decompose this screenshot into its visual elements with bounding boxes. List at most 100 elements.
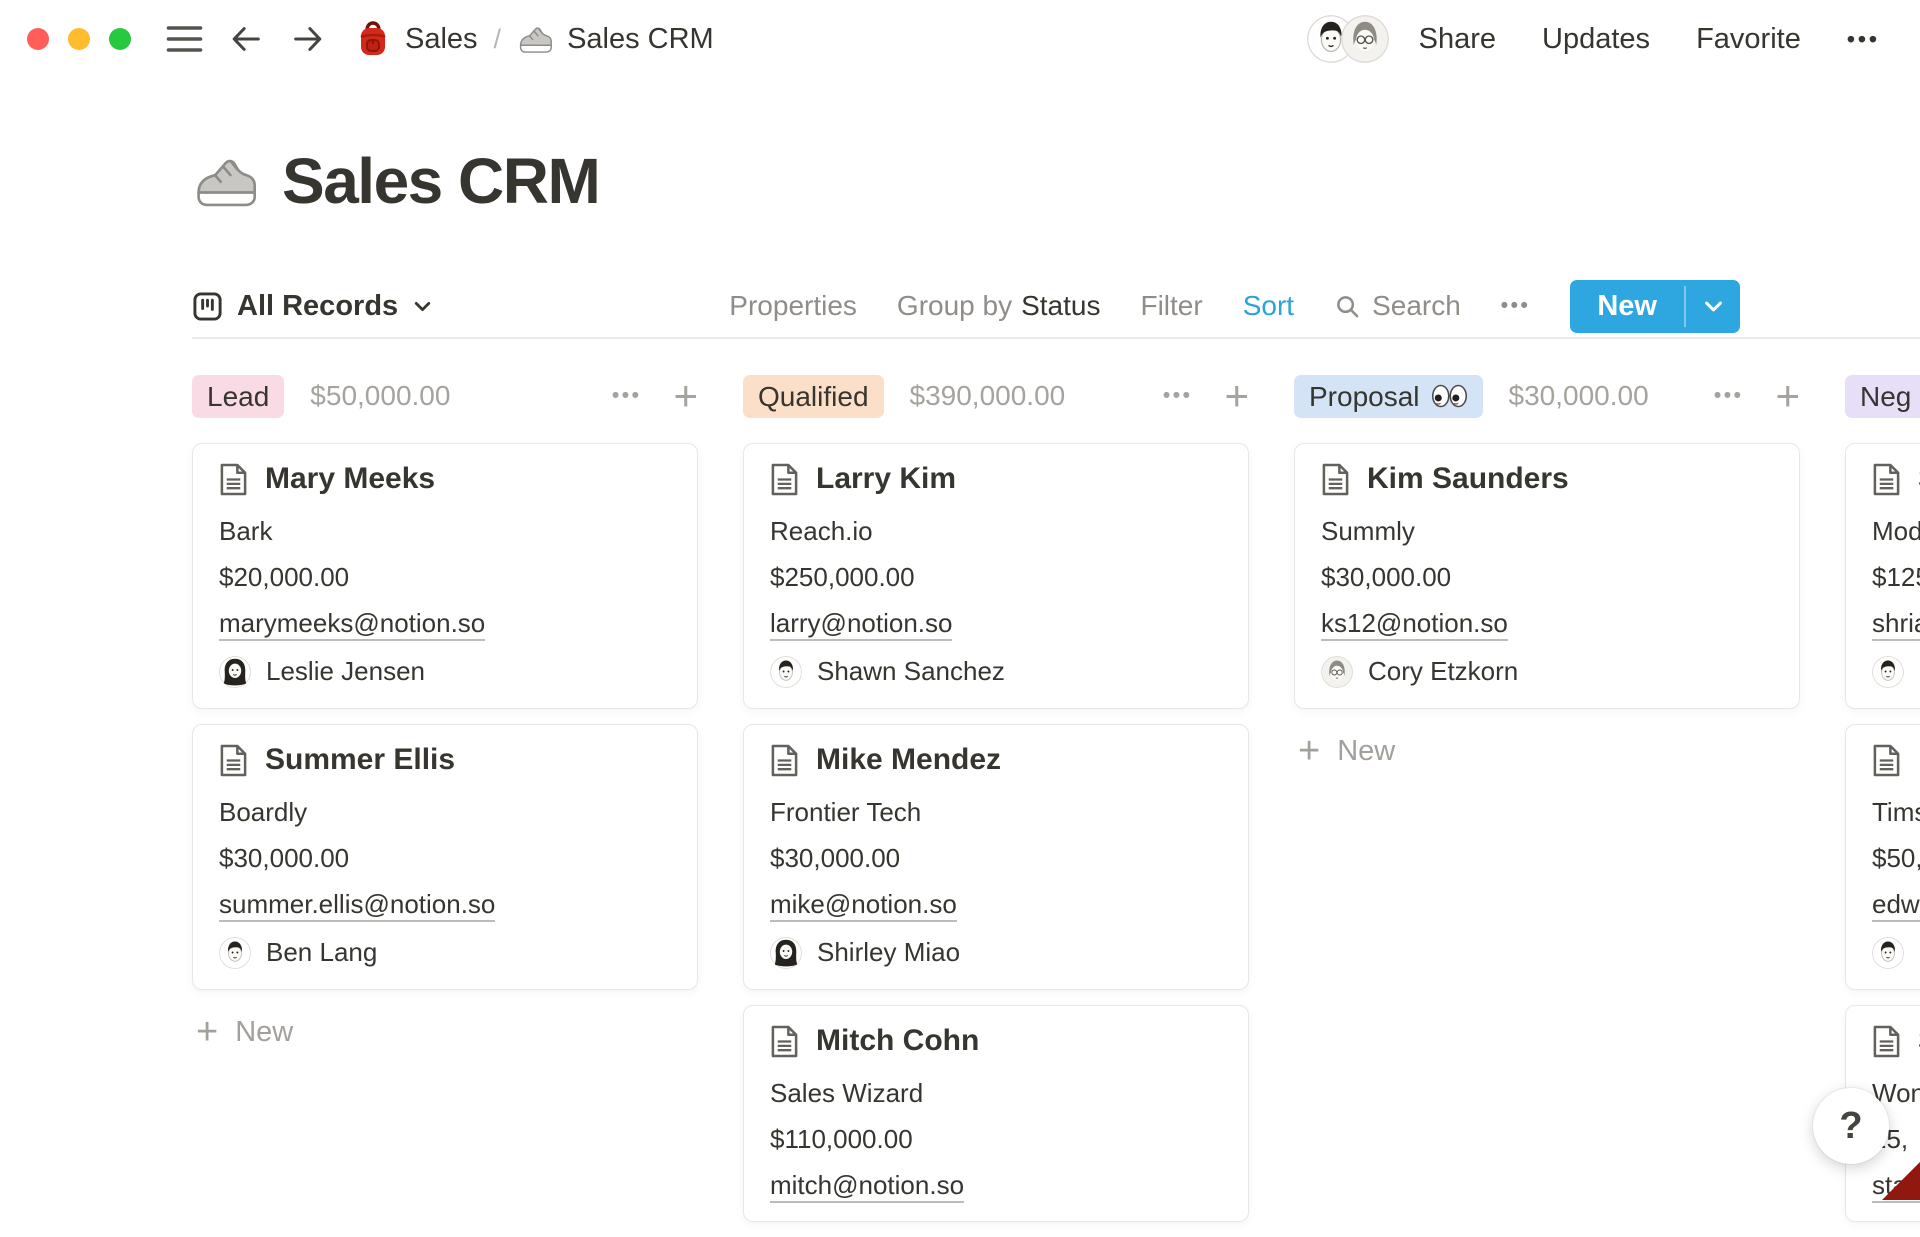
window-titlebar: Sales / Sales CRM Share Updates Favorite… (0, 0, 1920, 78)
card-email-link[interactable]: edwi (1872, 889, 1920, 922)
breadcrumb: Sales / Sales CRM (355, 21, 714, 57)
toolbar-divider (192, 337, 1920, 339)
breadcrumb-page[interactable]: Sales CRM (517, 21, 714, 57)
person-avatar (219, 937, 251, 969)
close-window-button[interactable] (27, 28, 49, 50)
group-by-button[interactable]: Group by Status (897, 290, 1101, 322)
column-add-button[interactable]: + (673, 372, 698, 420)
add-card-button[interactable]: + New (192, 1012, 698, 1052)
column-more-button[interactable]: ••• (611, 384, 642, 407)
page-title[interactable]: Sales CRM (282, 145, 601, 217)
toolbar-more-button[interactable]: ••• (1500, 294, 1531, 317)
card-amount: $250,000.00 (770, 562, 915, 592)
sort-button[interactable]: Sort (1242, 290, 1295, 321)
search-button[interactable]: Search (1334, 290, 1461, 322)
card[interactable]: Larry Kim Reach.io $250,000.00 larry@not… (743, 443, 1249, 709)
card-person: Shirley Miao (770, 936, 1222, 969)
person-name: Leslie Jensen (266, 656, 425, 686)
document-icon (1872, 463, 1901, 496)
card-email-link[interactable]: summer.ellis@notion.so (219, 889, 496, 922)
person-avatar (770, 937, 802, 969)
zoom-window-button[interactable] (109, 28, 131, 50)
column-header-actions: ••• + (611, 372, 698, 420)
red-corner-artifact (1882, 1162, 1920, 1200)
breadcrumb-separator: / (493, 23, 502, 54)
card-title-row: Mitch Cohn (770, 1019, 1222, 1063)
board-column-qualified: Qualified $390,000.00 ••• + Larry Kim Re… (743, 372, 1249, 1237)
card-email-link[interactable]: larry@notion.so (770, 608, 953, 641)
card-amount: $20,000.00 (219, 562, 350, 592)
add-card-label: New (235, 1015, 294, 1048)
column-header: Proposal $30,000.00 ••• + (1294, 372, 1800, 420)
card-email-link[interactable]: ks12@notion.so (1321, 608, 1508, 641)
board-column-proposal: Proposal $30,000.00 ••• + Kim Saunders S… (1294, 372, 1800, 1237)
card-amount: $50, (1872, 843, 1920, 873)
avatar-stack[interactable] (1306, 15, 1389, 63)
status-badge[interactable]: Qualified (743, 374, 884, 418)
column-header: Lead $50,000.00 ••• + (192, 372, 698, 420)
card-amount: $30,000.00 (770, 843, 901, 873)
minimize-window-button[interactable] (68, 28, 90, 50)
column-more-button[interactable]: ••• (1162, 384, 1193, 407)
card-email-link[interactable]: marymeeks@notion.so (219, 608, 486, 641)
search-icon (1334, 293, 1361, 320)
status-badge[interactable]: Lead (192, 374, 285, 418)
card-title: S (1918, 1024, 1920, 1058)
column-sum: $50,000.00 (310, 380, 451, 411)
person-name: Shawn Sanchez (817, 656, 1005, 686)
card[interactable]: E Tims $50, edwi H (1845, 724, 1920, 990)
favorite-button[interactable]: Favorite (1696, 22, 1801, 55)
card-title-row: E (1872, 738, 1920, 782)
add-card-label: New (1337, 734, 1396, 767)
person-name: Shirley Miao (817, 937, 961, 967)
view-selector[interactable]: All Records (192, 290, 433, 323)
share-button[interactable]: Share (1418, 22, 1497, 55)
document-icon (219, 744, 248, 777)
column-add-button[interactable]: + (1775, 372, 1800, 420)
document-icon (770, 744, 799, 777)
card[interactable]: S Mode $125, shria E (1845, 443, 1920, 709)
properties-button[interactable]: Properties (729, 290, 857, 321)
card-title: Kim Saunders (1367, 462, 1569, 495)
card[interactable]: Summer Ellis Boardly $30,000.00 summer.e… (192, 724, 698, 990)
status-badge[interactable]: Neg (1845, 374, 1920, 418)
column-more-button[interactable]: ••• (1713, 384, 1744, 407)
card-email-link[interactable]: mike@notion.so (770, 889, 957, 922)
filter-button[interactable]: Filter (1140, 290, 1203, 321)
column-header-actions: ••• + (1162, 372, 1249, 420)
more-button[interactable]: ••• (1846, 25, 1880, 52)
card-person: Ben Lang (219, 936, 671, 969)
card-company: Mode (1872, 516, 1920, 546)
person-avatar (1321, 656, 1353, 688)
card[interactable]: Mary Meeks Bark $20,000.00 marymeeks@not… (192, 443, 698, 709)
card-email-link[interactable]: mitch@notion.so (770, 1170, 965, 1203)
help-button[interactable]: ? (1813, 1088, 1889, 1164)
card-company: Tims (1872, 797, 1920, 827)
page-sneaker-icon[interactable] (192, 152, 258, 210)
breadcrumb-root[interactable]: Sales (355, 21, 478, 57)
card-company: Frontier Tech (770, 797, 922, 827)
card[interactable]: Kim Saunders Summly $30,000.00 ks12@noti… (1294, 443, 1800, 709)
column-header: Neg (1845, 374, 1920, 418)
back-button[interactable] (227, 22, 265, 56)
card-company: Boardly (219, 797, 308, 827)
forward-button[interactable] (289, 22, 327, 56)
updates-button[interactable]: Updates (1542, 22, 1651, 55)
sneaker-icon (517, 21, 553, 57)
new-button[interactable]: New (1597, 289, 1657, 322)
titlebar-actions: Share Updates Favorite ••• (1419, 23, 1880, 56)
status-badge[interactable]: Proposal (1294, 374, 1483, 418)
card[interactable]: Mitch Cohn Sales Wizard $110,000.00 mitc… (743, 1005, 1249, 1222)
card-email-link[interactable]: shria (1872, 608, 1920, 641)
new-dropdown-button[interactable] (1686, 280, 1740, 333)
person-avatar (1872, 937, 1904, 969)
column-add-button[interactable]: + (1224, 372, 1249, 420)
document-icon (1872, 1025, 1901, 1058)
sidebar-toggle-icon[interactable] (166, 24, 203, 54)
add-card-button[interactable]: + New (1294, 731, 1800, 771)
card-person: H (1872, 936, 1920, 969)
new-button-group: New (1570, 279, 1740, 333)
card-title-row: Larry Kim (770, 457, 1222, 501)
column-sum: $30,000.00 (1508, 380, 1649, 411)
card[interactable]: Mike Mendez Frontier Tech $30,000.00 mik… (743, 724, 1249, 990)
